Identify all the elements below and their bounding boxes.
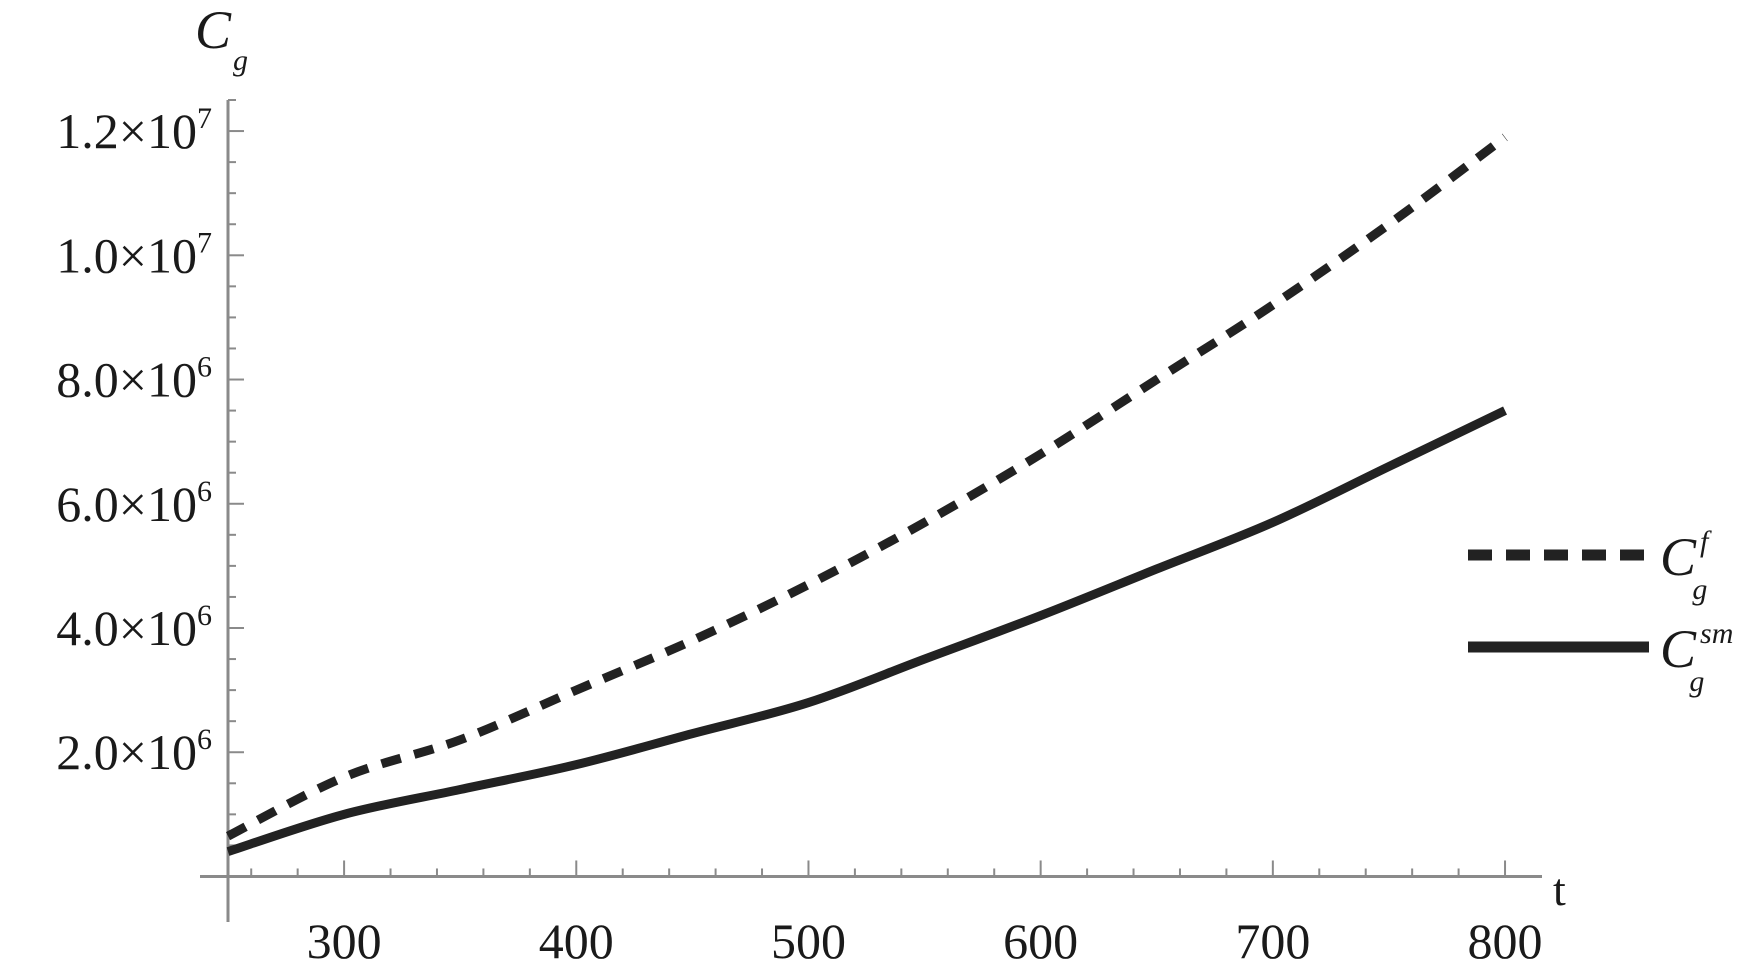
series-line-csm bbox=[226, 406, 1507, 856]
x-tick-label: 300 bbox=[307, 913, 382, 969]
y-tick-label: 1.0×107 bbox=[56, 226, 212, 283]
x-tick-label: 600 bbox=[1003, 913, 1078, 969]
x-tick-label: 500 bbox=[771, 913, 846, 969]
x-axis-title: t bbox=[1553, 864, 1566, 915]
y-tick-label: 8.0×106 bbox=[56, 351, 212, 408]
y-tick-label: 4.0×106 bbox=[56, 599, 212, 656]
x-tick-label: 800 bbox=[1468, 913, 1543, 969]
y-tick-label: 2.0×106 bbox=[56, 723, 212, 780]
y-axis-title: Cg bbox=[195, 0, 248, 77]
x-tick-label: 400 bbox=[539, 913, 614, 969]
axis-ticks bbox=[228, 99, 1507, 877]
series-line-cf bbox=[225, 133, 1508, 841]
x-tick-label: 700 bbox=[1235, 913, 1310, 969]
y-tick-label: 6.0×106 bbox=[56, 475, 212, 532]
series-lines bbox=[225, 133, 1508, 856]
y-tick-label: 1.2×107 bbox=[56, 102, 212, 159]
tick-labels: 300 400 500 600 700 800 2.0×106 4.0×106 6.0×106 8… bbox=[56, 102, 1542, 969]
